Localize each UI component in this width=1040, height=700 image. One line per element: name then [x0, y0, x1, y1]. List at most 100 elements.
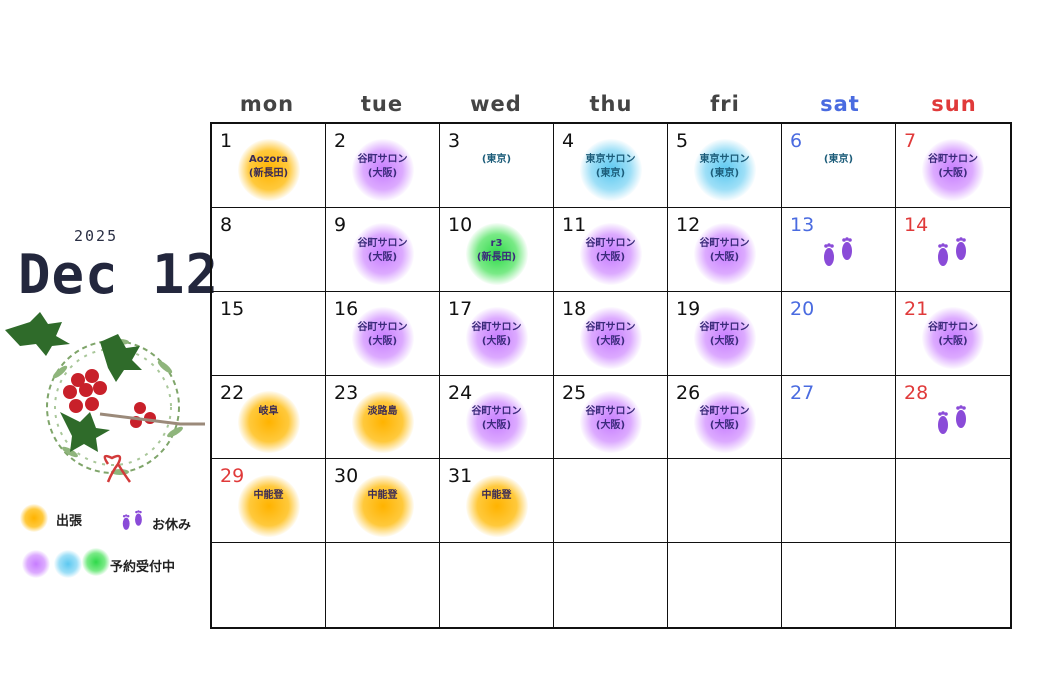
day-cell-21: 21 谷町サロン (大阪)	[896, 292, 1010, 376]
event-highlight-orange	[465, 474, 528, 537]
event-label: r3 (新長田)	[476, 238, 517, 264]
event-highlight-purple	[693, 390, 756, 453]
event-label: 谷町サロン (大阪)	[585, 405, 636, 431]
day-number: 17	[448, 297, 473, 320]
day-number: 15	[220, 297, 245, 320]
day-number: 11	[562, 213, 587, 236]
day-cell-6: 6 (東京)	[782, 124, 896, 208]
event-highlight-blue	[579, 139, 642, 202]
event-label: Aozora (新長田)	[248, 154, 289, 180]
day-cell-28: 28	[896, 376, 1010, 460]
day-cell-5: 5 東京サロン (東京)	[668, 124, 782, 208]
legend-purple-dot	[22, 550, 50, 578]
event-label: 東京サロン (東京)	[585, 154, 636, 180]
day-number: 23	[334, 381, 359, 404]
day-number: 10	[448, 213, 473, 236]
empty-day-cell	[668, 459, 782, 544]
event-label: 谷町サロン (大阪)	[357, 238, 408, 264]
month-title: Dec 12	[18, 243, 220, 306]
event-highlight-orange	[237, 474, 300, 537]
legend-blue-dot	[54, 550, 82, 578]
day-cell-12: 12 谷町サロン (大阪)	[668, 207, 782, 292]
event-highlight-purple	[579, 307, 642, 370]
event-highlight-purple	[693, 223, 756, 286]
day-number: 22	[220, 381, 245, 404]
event-label: 谷町サロン (大阪)	[699, 322, 750, 348]
legend-orange-dot	[20, 504, 48, 532]
day-cell-26: 26 谷町サロン (大阪)	[668, 375, 782, 460]
legend: 出張 お休み 予約受付中	[18, 500, 208, 590]
day-cell-15: 15	[212, 291, 326, 376]
day-cell-16: 16 谷町サロン (大阪)	[326, 291, 440, 376]
event-highlight-purple	[465, 390, 528, 453]
event-highlight-orange	[237, 390, 300, 453]
event-highlight-green	[465, 223, 528, 286]
day-number: 18	[562, 297, 587, 320]
event-label: 中能登	[253, 489, 284, 501]
event-label: 谷町サロン (大阪)	[928, 154, 978, 180]
day-cell-4: 4 東京サロン (東京)	[554, 124, 668, 208]
day-cell-31: 31 中能登	[440, 459, 554, 544]
event-label: 東京サロン (東京)	[699, 154, 750, 180]
day-number: 21	[904, 297, 929, 320]
event-label: 谷町サロン (大阪)	[585, 238, 636, 264]
legend-business-trip-label: 出張	[56, 514, 83, 529]
legend-booking-open-label: 予約受付中	[110, 560, 176, 575]
day-cell-22: 22 岐阜	[212, 375, 326, 460]
footprints-icon	[938, 237, 966, 267]
day-number: 5	[676, 130, 689, 152]
day-cell-14: 14	[896, 208, 1010, 292]
day-number: 26	[676, 381, 701, 404]
event-highlight-purple	[579, 390, 642, 453]
event-label: 岐阜	[258, 405, 279, 417]
event-label: 中能登	[481, 489, 512, 501]
day-cell-19: 19 谷町サロン (大阪)	[668, 291, 782, 376]
day-cell-24: 24 谷町サロン (大阪)	[440, 375, 554, 460]
day-number: 24	[448, 381, 473, 404]
day-cell-10: 10 r3 (新長田)	[440, 207, 554, 292]
weekday-thu: thu	[589, 92, 633, 116]
event-label: 中能登	[367, 489, 398, 501]
empty-day-cell	[554, 459, 668, 544]
event-highlight-purple	[922, 139, 984, 202]
event-label: 谷町サロン (大阪)	[357, 154, 408, 180]
event-label: 谷町サロン (大阪)	[699, 238, 750, 264]
event-label: (東京)	[481, 154, 512, 166]
event-highlight-purple	[922, 307, 984, 370]
empty-day-cell	[668, 543, 782, 627]
day-cell-3: 3 (東京)	[440, 124, 554, 208]
empty-day-cell	[554, 543, 668, 627]
holly-wreath-illustration	[5, 312, 205, 483]
day-cell-30: 30 中能登	[326, 459, 440, 544]
day-number: 9	[334, 213, 347, 236]
event-highlight-purple	[465, 307, 528, 370]
footprints-icon	[122, 510, 142, 530]
day-cell-8: 8	[212, 207, 326, 292]
event-highlight-orange	[237, 139, 300, 202]
event-label: 谷町サロン (大阪)	[585, 322, 636, 348]
day-number: 16	[334, 297, 359, 320]
empty-day-cell	[782, 543, 896, 627]
event-label: 淡路島	[367, 405, 398, 417]
day-number: 20	[790, 297, 815, 320]
day-cell-9: 9 谷町サロン (大阪)	[326, 207, 440, 292]
day-cell-11: 11 谷町サロン (大阪)	[554, 207, 668, 292]
year-label: 2025	[74, 227, 119, 245]
day-number: 8	[220, 213, 233, 236]
event-highlight-purple	[351, 307, 414, 370]
event-label: 谷町サロン (大阪)	[357, 322, 408, 348]
day-cell-27: 27	[782, 375, 896, 460]
event-highlight-purple	[351, 139, 414, 202]
day-number: 6	[790, 130, 803, 152]
event-highlight-orange	[351, 474, 414, 537]
day-cell-17: 17 谷町サロン (大阪)	[440, 291, 554, 376]
day-number: 13	[790, 213, 815, 236]
calendar-grid: 1 Aozora (新長田) 2 谷町サロン (大阪) 3 (東京) 4 東京サロン (東京) 5 東京…	[210, 122, 1012, 629]
day-cell-1: 1 Aozora (新長田)	[212, 124, 326, 208]
event-highlight-orange	[351, 390, 414, 453]
day-number: 19	[676, 297, 701, 320]
day-number: 28	[904, 381, 929, 404]
empty-day-cell	[212, 543, 326, 627]
day-number: 25	[562, 381, 587, 404]
day-number: 4	[562, 130, 575, 152]
